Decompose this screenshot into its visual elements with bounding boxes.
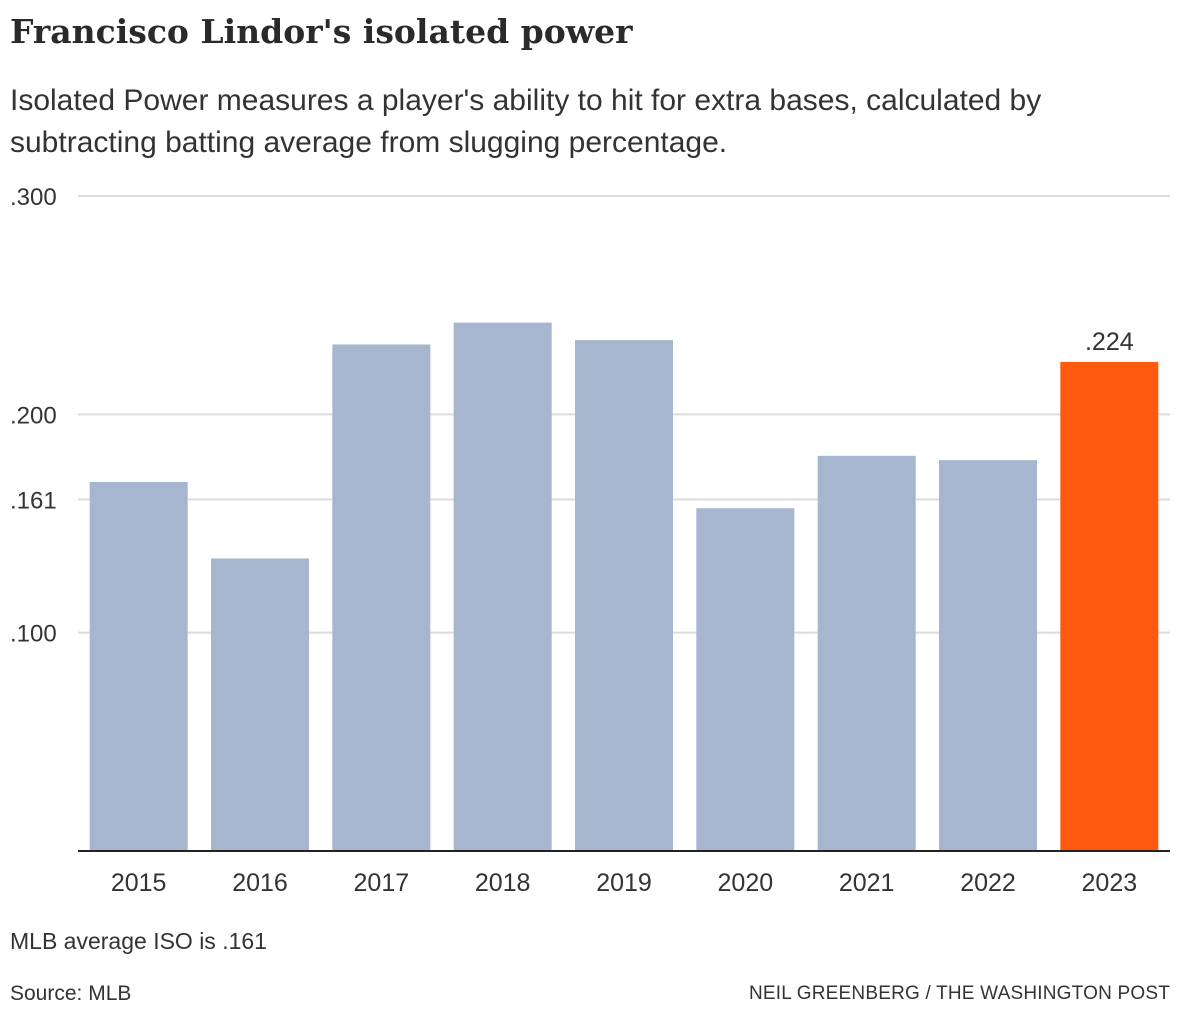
x-tick-label: 2023 bbox=[1082, 869, 1138, 897]
bar-2016 bbox=[211, 558, 309, 851]
credit-label: NEIL GREENBERG / THE WASHINGTON POST bbox=[748, 983, 1170, 1004]
y-tick-label: .300 bbox=[10, 184, 57, 211]
bar-2020 bbox=[696, 508, 795, 851]
x-tick-label: 2019 bbox=[596, 869, 652, 897]
bar-2019 bbox=[575, 340, 673, 851]
bar-2015 bbox=[89, 482, 188, 851]
x-tick-label: 2017 bbox=[354, 869, 410, 897]
x-tick-label: 2021 bbox=[839, 869, 895, 897]
chart-title: Francisco Lindor's isolated power bbox=[10, 12, 633, 51]
y-tick-label: .161 bbox=[10, 487, 57, 514]
y-tick-label: .100 bbox=[10, 621, 57, 648]
bar-2021 bbox=[817, 455, 916, 851]
x-tick-label: 2020 bbox=[718, 869, 774, 897]
x-tick-label: 2022 bbox=[960, 869, 1016, 897]
bar-2022 bbox=[939, 460, 1037, 851]
data-label-2023: .224 bbox=[1085, 328, 1134, 356]
x-tick-label: 2015 bbox=[111, 869, 167, 897]
average-note: MLB average ISO is .161 bbox=[10, 928, 267, 954]
x-tick-label: 2016 bbox=[232, 869, 288, 897]
x-tick-label: 2018 bbox=[475, 869, 531, 897]
y-tick-label: .200 bbox=[10, 402, 57, 429]
source-label: Source: MLB bbox=[10, 982, 132, 1005]
bar-2017 bbox=[332, 344, 431, 851]
bar-2018 bbox=[453, 322, 552, 852]
chart-subtitle: Isolated Power measures a player's abili… bbox=[10, 84, 1042, 159]
bar-2023 bbox=[1060, 361, 1159, 851]
bar-chart: .100 .161 .200 .300 2015 2016 2017 2018 2019 2020… bbox=[10, 184, 1170, 897]
